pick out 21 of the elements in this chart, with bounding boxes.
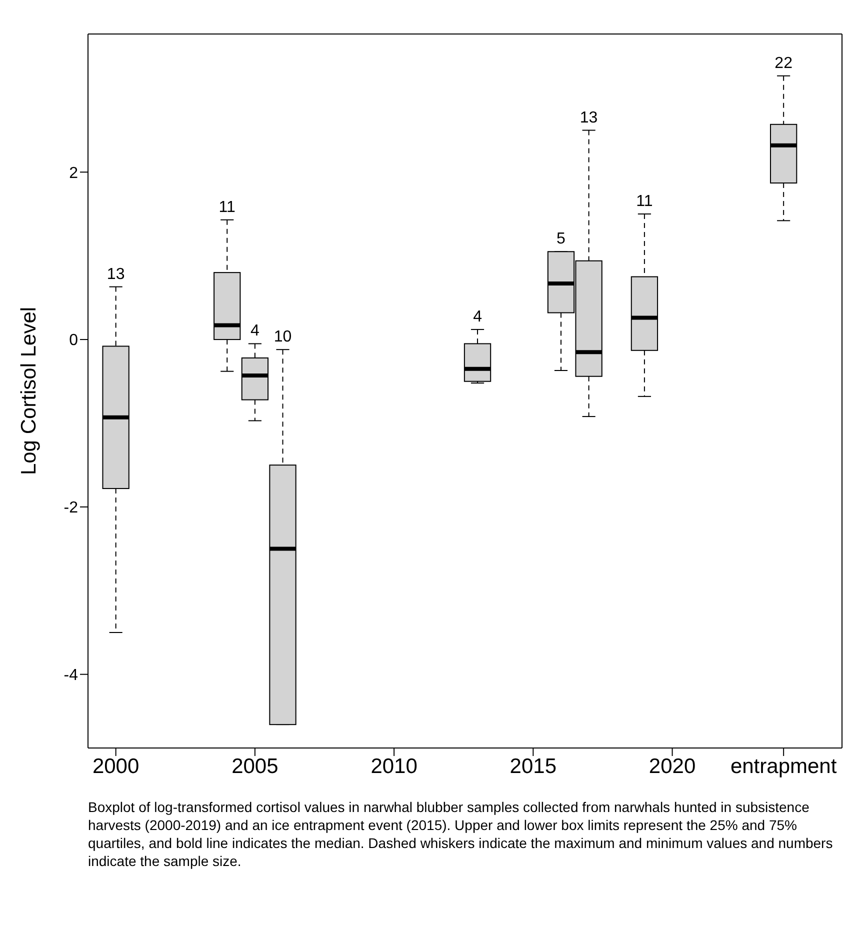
y-tick-label: -2 (64, 500, 78, 517)
x-tick-label: entrapment (730, 754, 837, 778)
annotation: 10 (274, 328, 292, 346)
x-tick-label: 2000 (92, 754, 140, 778)
y-tick-label: -4 (64, 667, 78, 684)
x-tick-label: 2015 (510, 754, 557, 778)
annotation: 11 (636, 192, 653, 210)
y-axis-title: Log Cortisol Level (17, 306, 40, 476)
x-tick-label: 2020 (648, 754, 696, 778)
annotation: 4 (473, 308, 482, 326)
x-tick-label: 2005 (232, 754, 278, 778)
annotation: 13 (106, 266, 125, 283)
y-tick-label: 0 (69, 332, 78, 350)
annotation: 22 (774, 54, 793, 72)
annotation: 5 (556, 230, 566, 248)
x-tick-label: 2010 (370, 754, 418, 778)
annotation: 4 (250, 322, 260, 340)
annotation: 13 (580, 109, 598, 126)
annotation: 11 (218, 198, 236, 216)
text: Boxplot of log-transformed cortisol values in narwhal blubber samples collected from narwhals hunted in subsistence harvests (2000-2019) and an ice entrapment event (2015). Upper and lower box limits represent the 25% and 75% quartiles, and bold line indicates the median. Dashed whiskers indicate the maximum and minimum values and numbers indicate the sample size. (87, 798, 834, 870)
y-tick-label: 2 (69, 164, 78, 182)
